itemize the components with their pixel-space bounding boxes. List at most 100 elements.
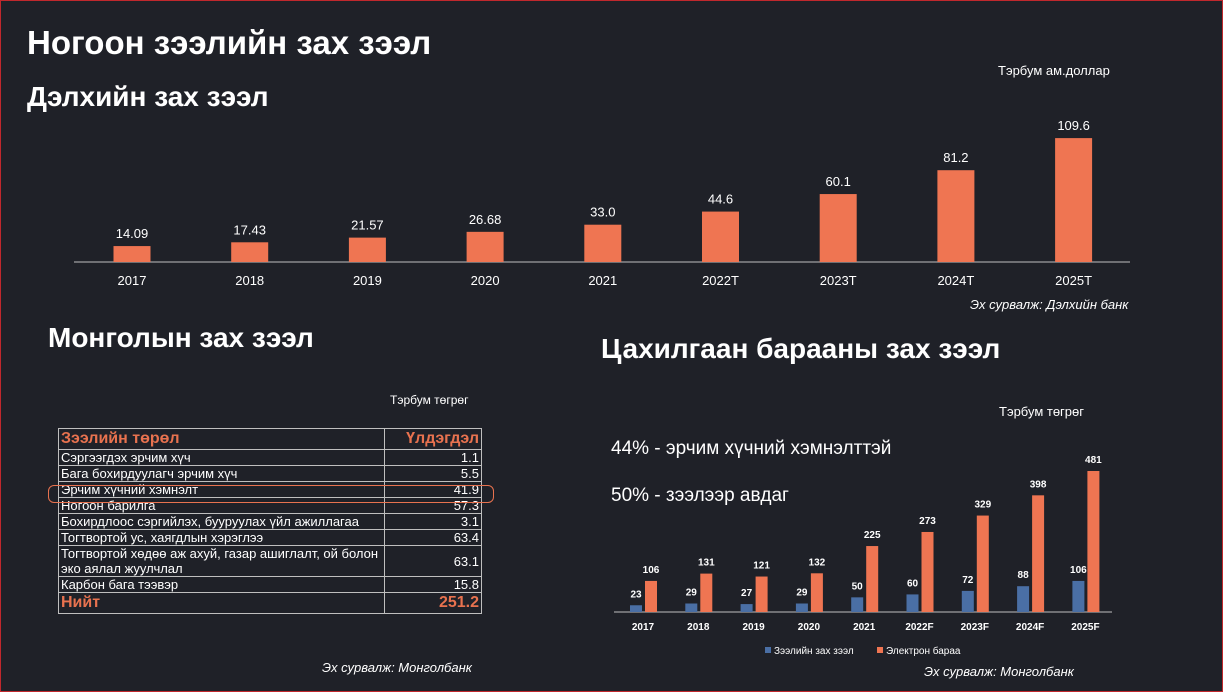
electronics-bar <box>866 546 879 612</box>
table-header-row: Зээлийн төрөл Үлдэгдэл <box>58 428 482 450</box>
electronics-tick-label: 2023F <box>961 622 989 633</box>
electronics-data-label: 72 <box>962 575 974 586</box>
row-value: 3.1 <box>384 513 482 530</box>
table-row: Бохирдлоос сэргийлэх, бууруулах үйл ажил… <box>58 513 482 530</box>
world-tick-label: 2025T <box>1055 273 1092 288</box>
electronics-tick-label: 2017 <box>632 622 655 633</box>
loan-bar <box>851 597 864 612</box>
electronics-data-label: 27 <box>741 588 753 599</box>
world-bar <box>937 170 975 262</box>
row-value: 57.3 <box>384 497 482 514</box>
electronics-data-label: 398 <box>1030 479 1047 490</box>
world-bar <box>702 211 739 262</box>
electronics-data-label: 29 <box>686 587 698 598</box>
electronics-bar <box>755 576 768 612</box>
loan-bar <box>1072 580 1085 612</box>
loan-bar <box>630 605 642 612</box>
row-value: 63.4 <box>384 529 482 546</box>
electronics-bar <box>645 580 657 612</box>
row-label: Тогтвортой ус, хаягдлын хэрэглээ <box>58 529 385 546</box>
table-row: Эрчим хүчний хэмнэлт 41.9 <box>58 481 482 498</box>
electronics-market-title: Цахилгаан барааны зах зээл <box>601 333 1001 364</box>
energy-saving-note: 44% - эрчим хүчний хэмнэлттэй <box>611 438 892 459</box>
row-label: Карбон бага тээвэр <box>58 576 385 593</box>
world-tick-label: 2023T <box>820 273 857 288</box>
mongolia-source: Эх сурвалж: Монголбанк <box>322 660 472 675</box>
loan-bar <box>1017 586 1030 612</box>
row-label: Бага бохирдуулагч эрчим хүч <box>58 465 385 482</box>
world-tick-label: 2020 <box>471 273 500 288</box>
page-title: Ногоон зээлийн зах зээл <box>27 24 432 61</box>
mongolia-loan-table: Зээлийн төрөл Үлдэгдэл Сэргээгдэх эрчим … <box>58 428 482 614</box>
world-bar <box>1055 138 1093 262</box>
electronics-data-label: 131 <box>698 558 715 569</box>
electronics-bar <box>1087 471 1100 612</box>
electronics-data-label: 329 <box>974 500 991 511</box>
electronics-unit-label: Тэрбум төгрөг <box>999 404 1084 419</box>
electronics-tick-label: 2020 <box>798 622 821 633</box>
world-data-label: 60.1 <box>826 174 851 189</box>
electronics-bar <box>810 573 823 612</box>
electronics-data-label: 106 <box>643 565 660 576</box>
world-tick-label: 2021 <box>588 273 617 288</box>
row-value: 41.9 <box>384 481 482 498</box>
row-label: Эрчим хүчний хэмнэлт <box>58 481 385 498</box>
table-row: Тогтвортой ус, хаягдлын хэрэглээ 63.4 <box>58 529 482 546</box>
row-value: 1.1 <box>384 449 482 466</box>
electronics-tick-label: 2021 <box>853 622 876 633</box>
world-market-chart: 14.09 2017 17.43 2018 21.57 2019 26.68 2020 33.0… <box>74 118 1130 288</box>
electronics-bar <box>700 573 713 612</box>
world-market-title: Дэлхийн зах зээл <box>27 81 269 112</box>
row-label: Тогтвортой хөдөө аж ахуй, газар ашиглалт… <box>58 545 385 577</box>
row-label: Сэргээгдэх эрчим хүч <box>58 449 385 466</box>
world-tick-label: 2022T <box>702 273 739 288</box>
world-bar <box>819 194 857 262</box>
electronics-bar <box>976 515 989 612</box>
legend-swatch <box>765 647 771 653</box>
table-row: Бага бохирдуулагч эрчим хүч 5.5 <box>58 465 482 482</box>
mongolia-unit-label: Тэрбум төгрөг <box>390 393 469 407</box>
header-balance: Үлдэгдэл <box>384 428 482 450</box>
table-row: Карбон бага тээвэр 15.8 <box>58 576 482 593</box>
world-bar <box>348 237 386 262</box>
electronics-tick-label: 2025F <box>1071 622 1099 633</box>
legend-label: Электрон бараа <box>886 645 961 657</box>
electronics-bar <box>1032 495 1045 612</box>
legend-label: Зээлийн зах зээл <box>774 646 854 657</box>
table-total-row: Нийт 251.2 <box>58 592 482 614</box>
row-label: Бохирдлоос сэргийлэх, бууруулах үйл ажил… <box>58 513 385 530</box>
loan-bar <box>795 603 808 612</box>
electronics-data-label: 121 <box>753 561 770 572</box>
electronics-source: Эх сурвалж: Монголбанк <box>924 664 1074 679</box>
electronics-data-label: 225 <box>864 530 881 541</box>
world-tick-label: 2017 <box>118 273 147 288</box>
table-row: Сэргээгдэх эрчим хүч 1.1 <box>58 449 482 466</box>
world-source: Эх сурвалж: Дэлхийн банк <box>970 297 1129 312</box>
world-data-label: 21.57 <box>351 218 384 233</box>
world-tick-label: 2024T <box>937 273 974 288</box>
table-row: Ногоон барилга 57.3 <box>58 497 482 514</box>
world-bar <box>113 246 151 262</box>
electronics-tick-label: 2024F <box>1016 622 1044 633</box>
electronics-data-label: 273 <box>919 516 936 527</box>
world-data-label: 17.43 <box>233 222 266 237</box>
loan-bar <box>961 590 974 612</box>
electronics-data-label: 132 <box>809 557 826 568</box>
loan-bar <box>906 594 919 612</box>
table-row: Тогтвортой хөдөө аж ахуй, газар ашиглалт… <box>58 545 482 577</box>
world-data-label: 33.0 <box>590 205 615 220</box>
loan-bar <box>740 604 753 612</box>
electronics-data-label: 29 <box>796 587 808 598</box>
world-bar <box>584 224 622 262</box>
electronics-tick-label: 2018 <box>687 622 710 633</box>
world-tick-label: 2019 <box>353 273 382 288</box>
electronics-data-label: 50 <box>852 581 864 592</box>
world-tick-label: 2018 <box>235 273 264 288</box>
electronics-data-label: 23 <box>630 589 642 600</box>
world-data-label: 14.09 <box>116 226 149 241</box>
total-value: 251.2 <box>384 592 482 614</box>
electronics-data-label: 60 <box>907 578 919 589</box>
electronics-bar <box>921 531 934 612</box>
world-unit-label: Тэрбум ам.доллар <box>998 63 1110 78</box>
total-label: Нийт <box>58 592 385 614</box>
